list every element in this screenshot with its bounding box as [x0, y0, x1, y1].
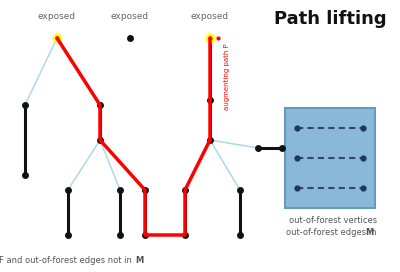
Text: exposed: exposed — [111, 12, 149, 21]
Text: exposed: exposed — [191, 12, 229, 21]
Text: out-of-forest vertices: out-of-forest vertices — [289, 216, 377, 225]
Text: augmenting path P: augmenting path P — [224, 43, 230, 110]
Text: M: M — [365, 228, 373, 237]
Text: forest F and out-of-forest edges not in: forest F and out-of-forest edges not in — [0, 256, 135, 265]
Bar — [285, 108, 375, 208]
Text: out-of-forest edges in: out-of-forest edges in — [286, 228, 380, 237]
Text: M: M — [135, 256, 143, 265]
Text: exposed: exposed — [38, 12, 76, 21]
Text: Path lifting: Path lifting — [274, 10, 386, 28]
